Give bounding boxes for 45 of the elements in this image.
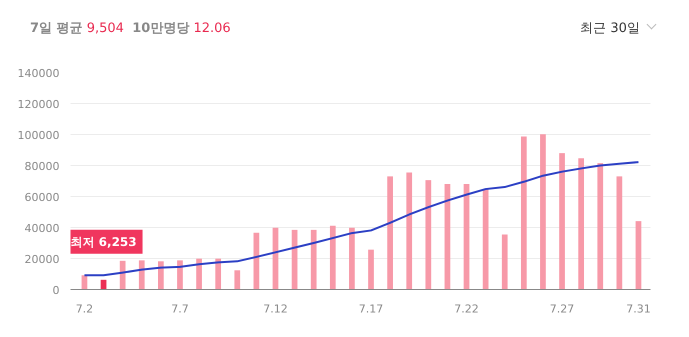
bar bbox=[177, 260, 183, 290]
y-tick-label: 60000 bbox=[24, 191, 60, 204]
annotation: 최저 6,253 bbox=[70, 234, 137, 249]
y-tick-label: 20000 bbox=[24, 253, 60, 266]
bar bbox=[292, 230, 298, 290]
x-tick-label: 7.2 bbox=[76, 302, 94, 316]
text: 10만명당 12.06 bbox=[132, 21, 231, 36]
y-tick-label: 100000 bbox=[18, 129, 60, 142]
bar bbox=[616, 176, 622, 290]
bar bbox=[540, 134, 546, 290]
bar bbox=[502, 234, 508, 290]
bar bbox=[597, 163, 604, 290]
y-tick-label: 140000 bbox=[18, 67, 60, 80]
text: 7일 평균 9,504 bbox=[30, 21, 124, 36]
bar bbox=[234, 270, 240, 290]
bar bbox=[330, 226, 336, 290]
bar bbox=[254, 232, 260, 290]
bar bbox=[464, 184, 470, 290]
x-tick-label: 7.27 bbox=[550, 302, 574, 316]
bar bbox=[636, 221, 642, 290]
bar bbox=[349, 228, 355, 290]
x-tick-label: 7.7 bbox=[171, 302, 189, 316]
bar bbox=[520, 136, 527, 290]
bar bbox=[387, 176, 393, 290]
x-tick-label: 7.17 bbox=[358, 302, 384, 316]
bar bbox=[368, 250, 374, 290]
bar bbox=[578, 158, 584, 290]
bar bbox=[425, 180, 432, 290]
bar bbox=[272, 228, 278, 290]
bar bbox=[196, 258, 202, 290]
bar bbox=[482, 189, 488, 290]
x-tick-label: 7.31 bbox=[626, 302, 651, 316]
bar bbox=[444, 184, 450, 290]
y-tick-label: 40000 bbox=[24, 222, 60, 235]
bar bbox=[82, 275, 88, 290]
x-tick-label: 7.12 bbox=[263, 302, 288, 316]
x-tick-label: 7.22 bbox=[454, 302, 479, 316]
bar bbox=[100, 280, 106, 290]
y-tick-label: 80000 bbox=[24, 160, 60, 173]
y-tick-label: 0 bbox=[52, 284, 60, 297]
text: 최근 30일 bbox=[580, 20, 641, 38]
bar bbox=[406, 172, 412, 290]
bar bbox=[559, 153, 565, 290]
y-tick-label: 120000 bbox=[18, 98, 60, 111]
bar bbox=[310, 230, 317, 290]
